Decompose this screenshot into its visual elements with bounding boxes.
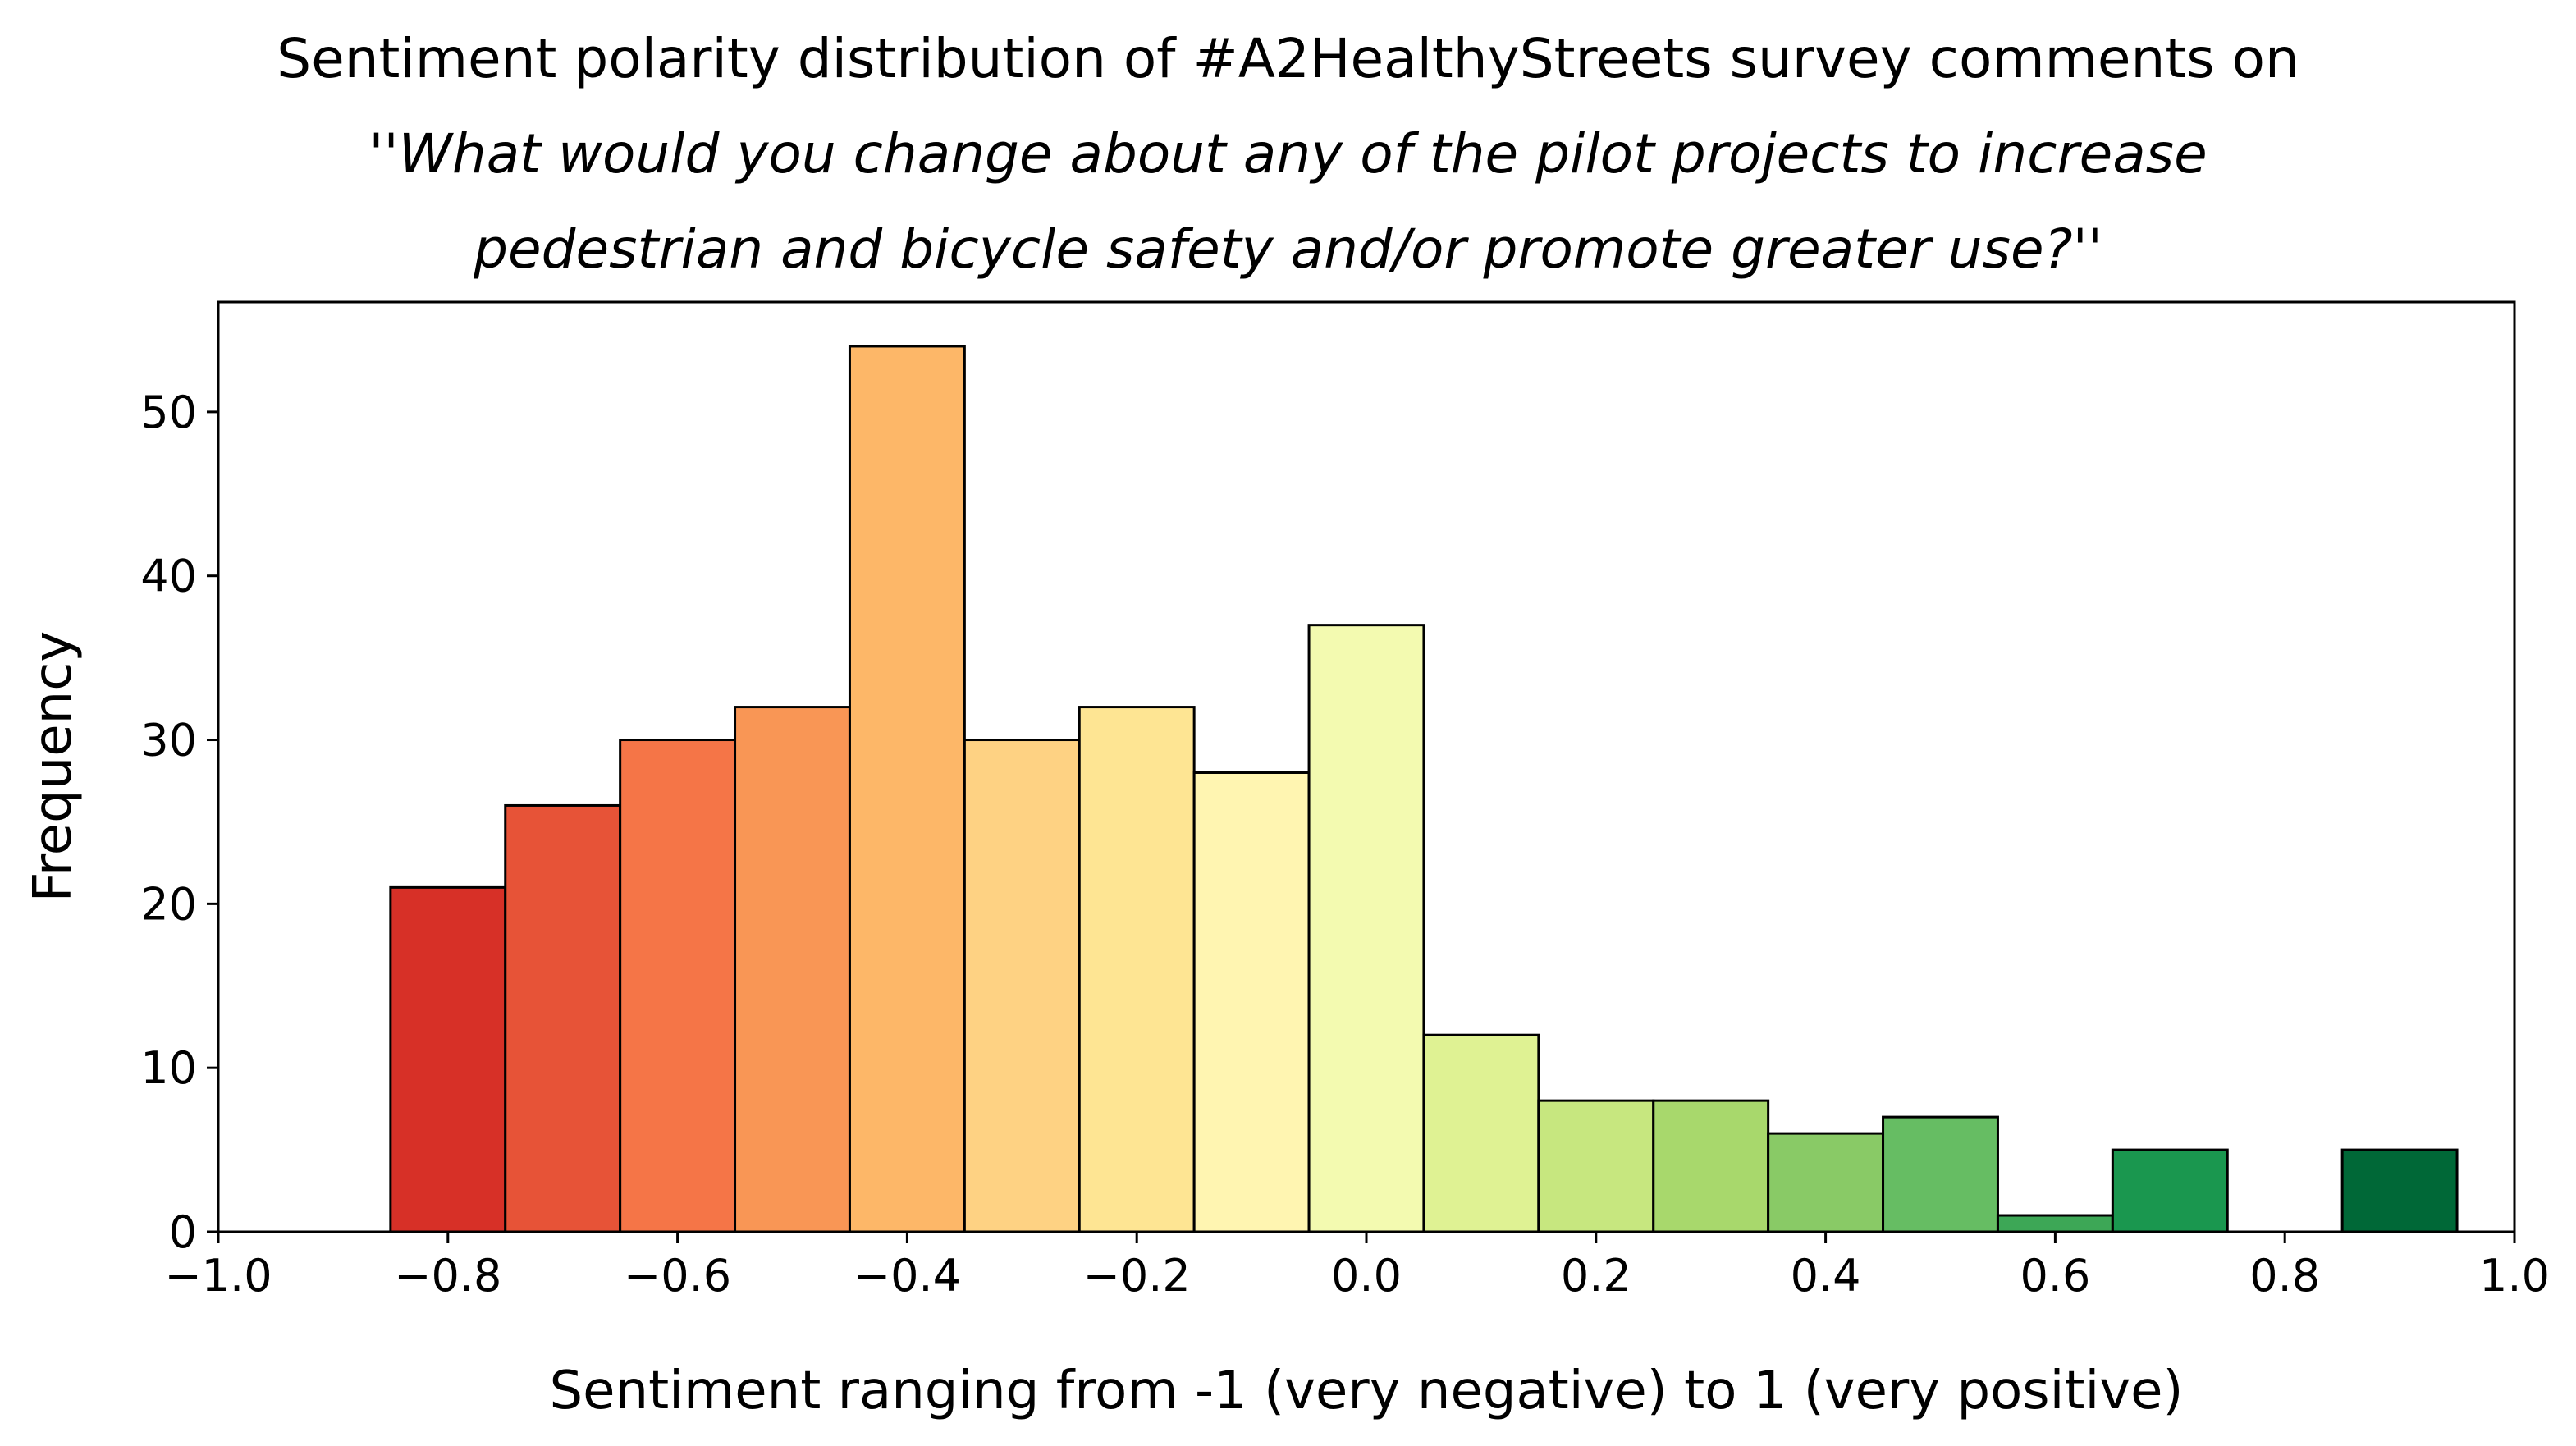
histogram-bar: [963, 739, 1081, 1233]
x-tick-label: 0.4: [1791, 1250, 1861, 1302]
histogram-bar: [2340, 1148, 2459, 1233]
histogram-bar: [1996, 1214, 2114, 1233]
histogram-bar: [1767, 1132, 1885, 1233]
x-axis-label: Sentiment ranging from -1 (very negative…: [550, 1361, 2184, 1421]
y-tick-label: 50: [140, 387, 197, 438]
histogram-bar: [1307, 624, 1425, 1233]
x-tick-label: 0.2: [1561, 1250, 1631, 1302]
histogram-bar: [848, 345, 966, 1233]
x-tick-label: −0.2: [1083, 1250, 1191, 1302]
histogram-bar: [2111, 1148, 2229, 1233]
y-axis-ticks: 0 10 20 30 40 50: [140, 387, 218, 1258]
histogram-bar: [1537, 1099, 1655, 1233]
x-tick-label: 0.8: [2249, 1250, 2320, 1302]
y-axis-label: Frequency: [23, 631, 84, 903]
y-tick-label: 0: [169, 1206, 197, 1258]
histogram-bar: [1192, 771, 1311, 1233]
x-tick-label: 1.0: [2479, 1250, 2550, 1302]
histogram-bar: [1882, 1115, 1999, 1233]
histogram-bar: [1078, 706, 1196, 1233]
x-tick-label: −0.4: [853, 1250, 961, 1302]
histogram-bar: [619, 739, 737, 1233]
histogram-bar: [1422, 1033, 1540, 1233]
chart-title-block: Sentiment polarity distribution of #A2He…: [0, 11, 2576, 297]
y-tick-label: 40: [140, 551, 197, 602]
histogram-bar: [504, 803, 622, 1233]
x-tick-label: −1.0: [164, 1250, 272, 1302]
histogram-bars: [389, 345, 2459, 1233]
x-tick-label: −0.6: [624, 1250, 731, 1302]
y-tick-label: 10: [140, 1042, 197, 1094]
histogram-bar: [389, 885, 507, 1233]
chart-title: Sentiment polarity distribution of #A2He…: [277, 27, 2299, 90]
histogram-bar: [734, 706, 851, 1233]
y-tick-label: 20: [140, 878, 197, 930]
chart-subtitle-line-2: pedestrian and bicycle safety and/or pro…: [474, 217, 2102, 281]
chart-subtitle-line-1: ''What would you change about any of the…: [368, 122, 2208, 185]
x-tick-label: 0.6: [2020, 1250, 2090, 1302]
y-tick-label: 30: [140, 715, 197, 766]
x-tick-label: −0.8: [394, 1250, 501, 1302]
histogram-bar: [1652, 1099, 1770, 1233]
x-tick-label: 0.0: [1331, 1250, 1402, 1302]
x-axis-ticks: −1.0 −0.8 −0.6 −0.4 −0.2 0.0 0.2 0.4 0.6 0.8 1.0: [164, 1232, 2550, 1302]
